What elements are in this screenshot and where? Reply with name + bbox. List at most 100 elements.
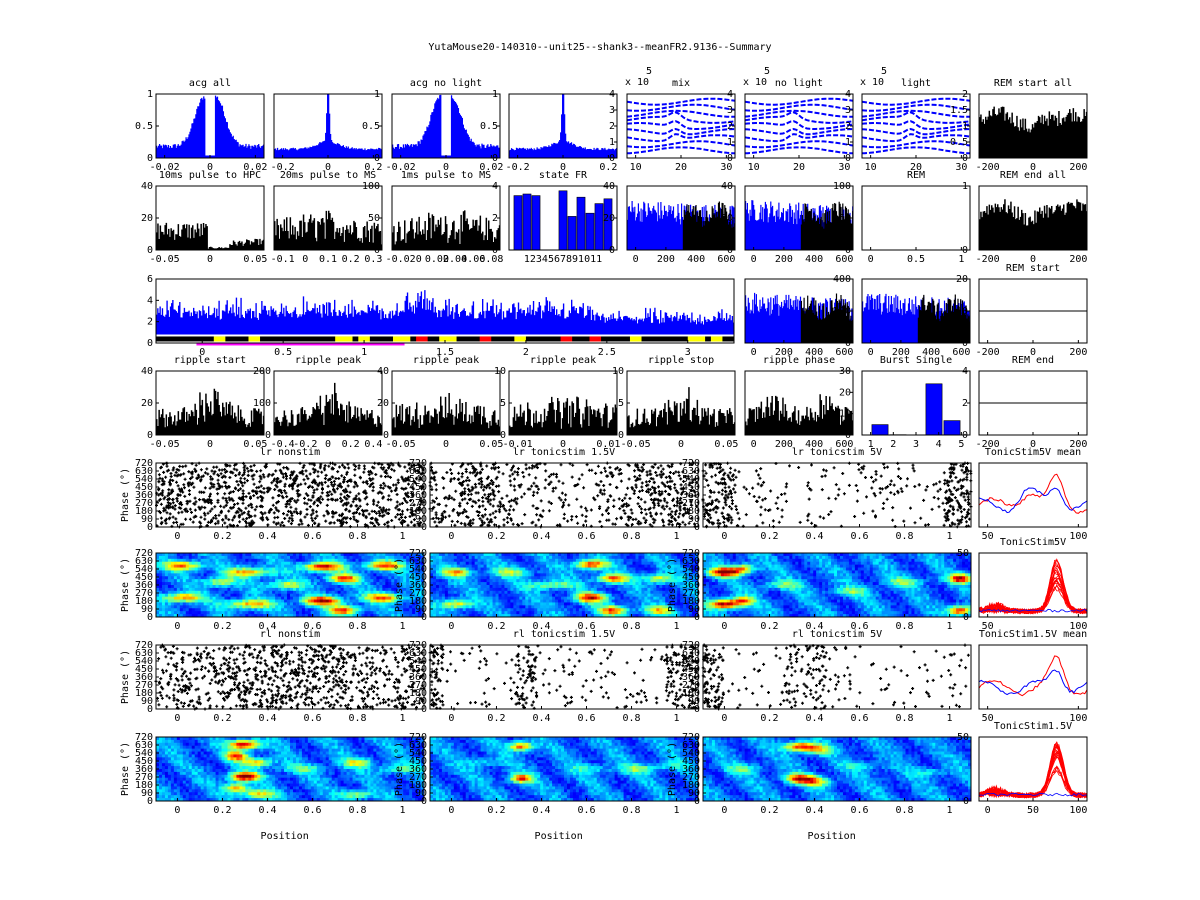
lr_tonic15_map-cell [534, 558, 538, 563]
lr_tonic15_map-cell [575, 611, 580, 615]
lr_tonic15_map-cell [555, 587, 559, 592]
lr_tonic15_map-cell [492, 553, 496, 557]
lr_nonstim_map-cell [385, 573, 389, 577]
lr_tonic15_map-cell [638, 570, 642, 574]
lr_tonic15_map-cell [623, 608, 627, 612]
lr_tonic15_map-cell [656, 561, 660, 566]
lr_tonic15_map-cell [602, 593, 607, 598]
lr_nonstim_map-cell [418, 587, 422, 592]
lr_tonic15_map-cell [632, 576, 636, 580]
lr_nonstim_map-cell [275, 608, 279, 612]
lr_tonic15_map-cell [584, 585, 589, 589]
lr_tonic15_map-cell [516, 582, 520, 586]
lr_tonic15_map-cell [450, 561, 455, 566]
lr_tonic15_map-cell [629, 596, 633, 600]
lr_tonic15_map-cell [450, 587, 455, 592]
lr_tonic15_map-cell [593, 608, 598, 612]
wave_light-trace [861, 97, 971, 106]
lr_tonic15_map-cell [543, 573, 547, 577]
lr_nonstim_raster-ytick-label: 90 [141, 514, 153, 525]
lr_nonstim_map-cell [307, 587, 312, 592]
session_fr-ytick-label: 2 [147, 317, 153, 328]
lr_tonic15_map-cell [501, 570, 505, 574]
lr_nonstim_map-cell [370, 605, 374, 609]
lr_nonstim_map-cell [346, 561, 350, 566]
lr_nonstim_map-cell [340, 553, 344, 557]
lr_nonstim_map-cell [328, 608, 333, 612]
lr_nonstim_map-cell [284, 585, 288, 589]
lr_tonic15_map-cell [453, 570, 458, 574]
lr_tonic15_map-cell [587, 570, 592, 574]
lr_nonstim_map-cell [254, 605, 258, 609]
lr_nonstim_map-cell [197, 553, 202, 557]
lr_tonic15_map-cell [444, 582, 449, 586]
lr_tonic15_map-cell [680, 558, 684, 563]
lr_nonstim_map-cell [233, 605, 237, 609]
lr_tonic15_map-cell [689, 593, 693, 598]
lr_tonic15_map-cell [686, 555, 690, 560]
lr_nonstim_map-cell [355, 611, 359, 615]
lr_nonstim_map-cell [364, 590, 368, 595]
lr_nonstim_map-cell [158, 576, 163, 580]
lr_tonic15_map-cell [596, 553, 601, 557]
lr_nonstim_map-cell [409, 582, 413, 586]
lr_tonic15_map-cell [486, 555, 490, 560]
lr_tonic15_map-cell [671, 599, 675, 603]
lr_nonstim_map-cell [200, 582, 205, 586]
lr_tonic15_map-cell [501, 576, 505, 580]
lr_tonic15_map-cell [483, 561, 487, 566]
lr_nonstim_map-cell [209, 579, 213, 583]
wave_nolight-exponent: x 10 [743, 77, 767, 88]
lr_nonstim_map-cell [242, 570, 246, 574]
lr_nonstim_map-cell [331, 564, 336, 568]
lr_tonic5_map-cell [768, 561, 772, 566]
lr_nonstim_map-cell [373, 567, 377, 571]
lr_tonic15_map-cell [674, 558, 678, 563]
lr_nonstim_map-cell [421, 570, 425, 574]
lr_tonic5_map-cell [717, 561, 722, 566]
lr_nonstim_map-cell [328, 599, 333, 603]
lr_tonic15_map-cell [614, 555, 618, 560]
lr_tonic5_map-cell [723, 553, 728, 557]
lr_tonic15_map-cell [581, 553, 586, 557]
lr_tonic15_map-cell [680, 570, 684, 574]
rem_end-xtick-label: 200 [1069, 439, 1087, 450]
lr_tonic15_map-cell [650, 587, 654, 592]
wave_mix-ytick-right-label: 3 [727, 105, 733, 116]
lr_tonic15_map-cell [501, 579, 505, 583]
lr_tonic15_map-cell [540, 573, 544, 577]
lr_tonic15_map-cell [507, 555, 511, 560]
lr_tonic15_map-cell [638, 567, 642, 571]
lr_nonstim_map-cell [212, 582, 216, 586]
lr_tonic5_map-cell [950, 553, 954, 557]
lr_nonstim_map-cell [346, 599, 350, 603]
lr_nonstim_map-cell [182, 590, 187, 595]
pulse10-title: 10ms pulse to HPC [159, 170, 261, 181]
lr_nonstim_map-cell [394, 585, 398, 589]
lr_nonstim_map-cell [200, 596, 205, 600]
lr_nonstim_map-cell [263, 590, 267, 595]
lr_nonstim_map-cell [230, 585, 234, 589]
lr_tonic15_map-cell [507, 585, 511, 589]
lr_nonstim_map-cell [236, 561, 240, 566]
lr_tonic15_map-cell [683, 579, 687, 583]
lr_tonic15_map-cell [665, 602, 669, 606]
lr_tonic15_map-cell [593, 564, 598, 568]
lr_tonic15_map-cell [638, 579, 642, 583]
lr_nonstim_map-cell [278, 555, 282, 560]
lr_tonic5_map-cell [887, 555, 891, 560]
acg_all-xtick-label: -0.02 [150, 162, 180, 173]
lr_nonstim_map-cell [406, 593, 410, 598]
lr_tonic15_map-cell [569, 573, 574, 577]
lr_nonstim_map-cell [379, 585, 383, 589]
lr_tonic15_map-cell [462, 605, 467, 609]
lr_nonstim_map-cell [340, 567, 344, 571]
lr_nonstim_map-cell [242, 564, 246, 568]
lr_tonic15_map-cell [498, 614, 502, 618]
lr_nonstim_map-cell [292, 596, 297, 600]
session_fr-state-segment [710, 336, 723, 342]
lr_nonstim_map-cell [334, 585, 339, 589]
lr_tonic15_map-cell [653, 570, 657, 574]
